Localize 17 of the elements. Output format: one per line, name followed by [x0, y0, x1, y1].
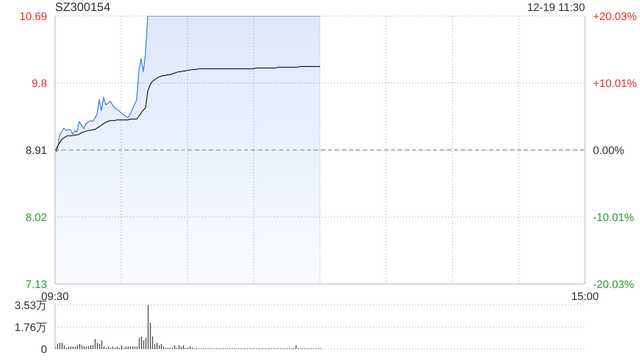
y-tick-label: 10.69: [19, 11, 47, 23]
y-tick-label: 9.8: [32, 78, 47, 90]
y2-tick-label: +10.01%: [593, 78, 637, 90]
y-tick-label: 7.13: [26, 279, 47, 291]
y2-tick-label: -20.03%: [593, 279, 634, 291]
y2-tick-label: -10.01%: [593, 212, 634, 224]
y2-tick-label: 0.00%: [593, 145, 624, 157]
y-tick-label: 3.53万: [14, 300, 47, 312]
y-tick-label: 1.76万: [14, 322, 47, 334]
y-tick-label: 8.91: [26, 145, 47, 157]
y-tick-label: 8.02: [26, 212, 47, 224]
y2-tick-label: +20.03%: [593, 11, 637, 23]
text: 12-19 11:30: [527, 1, 585, 15]
x-tick-label: 09:30: [41, 290, 69, 303]
y-tick-label: 0: [40, 344, 47, 356]
x-tick-label: 15:00: [571, 290, 599, 303]
chart-title: SZ300154: [55, 0, 110, 14]
